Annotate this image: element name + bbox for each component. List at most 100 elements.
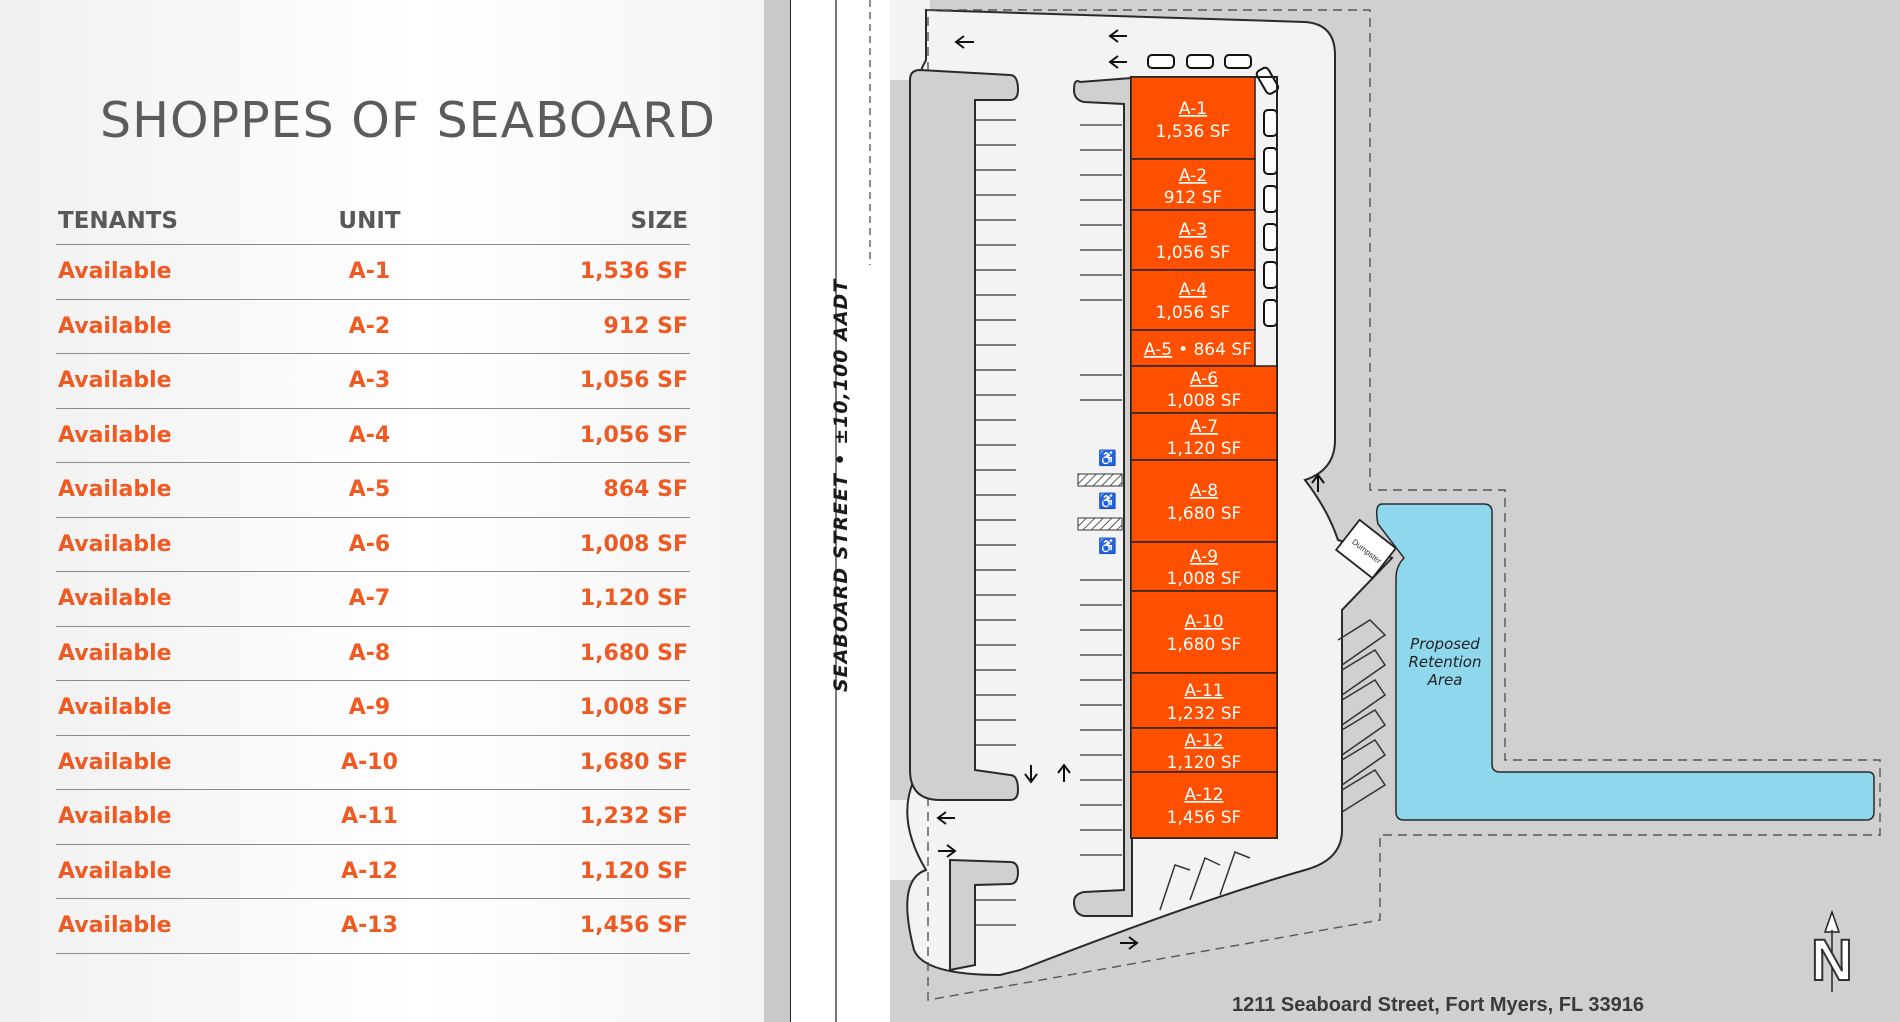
size-cell: 1,008 SF: [429, 517, 690, 572]
unit-number: A-1: [1179, 99, 1207, 119]
unit-number: A-5: [1144, 340, 1172, 360]
size-cell: 1,680 SF: [429, 735, 690, 790]
unit-size: 1,008 SF: [1167, 569, 1242, 589]
unit-number: A-7: [1190, 417, 1218, 437]
property-boundary: [927, 9, 1881, 1001]
unit-size: • 864 SF: [1178, 340, 1252, 360]
unit-cell: A-2: [310, 299, 429, 354]
size-cell: 1,232 SF: [429, 789, 690, 845]
page-title: SHOPPES OF SEABOARD: [100, 92, 716, 149]
size-cell: 864 SF: [429, 462, 690, 518]
size-cell: 1,680 SF: [429, 626, 690, 681]
tenant-cell: Available: [56, 735, 310, 790]
tenant-panel: SHOPPES OF SEABOARD TENANTS UNIT SIZE Av…: [0, 0, 764, 1022]
diagonal-stalls-south: [1159, 851, 1251, 911]
size-cell: 1,056 SF: [429, 353, 690, 409]
tenant-cell: Available: [56, 680, 310, 736]
tenant-cell: Available: [56, 353, 310, 409]
unit-a9: A-91,008 SF: [1130, 541, 1278, 592]
west-parking-stalls: [976, 119, 1016, 926]
table-row: Available A-9 1,008 SF: [56, 680, 690, 736]
accessible-parking-icon: ♿: [1098, 492, 1117, 510]
tenant-cell: Available: [56, 244, 310, 300]
header-unit: UNIT: [310, 198, 429, 245]
unit-number: A-12: [1184, 731, 1223, 751]
header-tenants: TENANTS: [56, 198, 310, 245]
unit-cell: A-11: [310, 789, 429, 845]
unit-number: A-8: [1190, 481, 1218, 501]
unit-cell: A-7: [310, 571, 429, 627]
unit-number: A-10: [1184, 612, 1223, 632]
tenant-cell: Available: [56, 844, 310, 899]
table-row: Available A-1 1,536 SF: [56, 244, 690, 300]
unit-cell: A-4: [310, 408, 429, 463]
accessible-parking-icon: ♿: [1098, 449, 1117, 467]
tenant-cell: Available: [56, 517, 310, 572]
parked-cars-east: [1255, 66, 1280, 327]
southwest-parking-island: [949, 858, 1020, 972]
north-arrow-icon: N: [1810, 909, 1854, 994]
unit-number: A-6: [1190, 369, 1218, 389]
table-row: Available A-7 1,120 SF: [56, 571, 690, 627]
table-row: Available A-8 1,680 SF: [56, 626, 690, 681]
unit-a11: A-11 1,232 SF: [1130, 672, 1278, 729]
east-parking-stalls: [1080, 124, 1122, 856]
unit-a3: A-3 1,056 SF: [1130, 209, 1256, 271]
diagonal-stalls-east: [1337, 619, 1387, 813]
unit-size: 1,680 SF: [1167, 504, 1242, 524]
size-cell: 912 SF: [429, 299, 690, 354]
west-parking-island: [909, 68, 1020, 801]
unit-size: 912 SF: [1164, 188, 1222, 208]
traffic-arrows: [936, 29, 1325, 950]
accessible-aisle: [1077, 517, 1123, 531]
unit-cell: A-13: [310, 898, 429, 954]
unit-a1: A-1 1,536 SF: [1130, 76, 1256, 160]
tenant-cell: Available: [56, 408, 310, 463]
dumpster-enclosure: Dumpster: [1334, 518, 1398, 580]
tenant-cell: Available: [56, 299, 310, 354]
unit-size: 1,008 SF: [1167, 391, 1242, 411]
retention-label-line2: Retention: [1408, 653, 1481, 671]
size-cell: 1,008 SF: [429, 680, 690, 736]
unit-a12: A-121,120 SF: [1130, 727, 1278, 773]
panel-divider: [764, 0, 790, 1022]
unit-a4: A-4 1,056 SF: [1130, 269, 1256, 331]
unit-a7: A-71,120 SF: [1130, 412, 1278, 461]
unit-cell: A-6: [310, 517, 429, 572]
unit-size: 1,456 SF: [1167, 808, 1242, 828]
street-label: SEABOARD STREET • ±10,100 AADT: [830, 278, 852, 692]
tenant-table: TENANTS UNIT SIZE Available A-1 1,536 SF A…: [56, 198, 690, 954]
unit-cell: A-3: [310, 353, 429, 409]
retention-label-line3: Area: [1427, 671, 1463, 689]
unit-number: A-9: [1190, 547, 1218, 567]
unit-a6: A-61,008 SF: [1130, 365, 1278, 414]
tenant-cell: Available: [56, 571, 310, 627]
size-cell: 1,056 SF: [429, 408, 690, 463]
table-header-row: TENANTS UNIT SIZE: [56, 198, 690, 245]
parked-cars-north: [1147, 54, 1252, 69]
unit-a8: A-8 1,680 SF: [1130, 459, 1278, 543]
accessible-aisle: [1077, 473, 1123, 487]
unit-cell: A-10: [310, 735, 429, 790]
table-row: Available A-13 1,456 SF: [56, 898, 690, 954]
table-row: Available A-10 1,680 SF: [56, 735, 690, 790]
unit-size: 1,680 SF: [1167, 635, 1242, 655]
center-parking-strip: [1072, 76, 1133, 917]
unit-a13: A-12 1,456 SF: [1130, 771, 1278, 839]
table-row: Available A-11 1,232 SF: [56, 789, 690, 845]
table-row: Available A-5 864 SF: [56, 462, 690, 518]
table-row: Available A-6 1,008 SF: [56, 517, 690, 572]
unit-number: A-3: [1179, 220, 1207, 240]
size-cell: 1,456 SF: [429, 898, 690, 954]
retention-area: [1375, 503, 1875, 821]
accessible-parking-icon: ♿: [1098, 537, 1117, 555]
table-row: Available A-12 1,120 SF: [56, 844, 690, 899]
unit-number: A-11: [1184, 681, 1223, 701]
retention-label-line1: Proposed: [1410, 635, 1480, 653]
unit-size: 1,232 SF: [1167, 704, 1242, 724]
header-size: SIZE: [429, 198, 690, 245]
unit-cell: A-1: [310, 244, 429, 300]
unit-size: 1,120 SF: [1167, 753, 1242, 773]
unit-a10: A-10 1,680 SF: [1130, 590, 1278, 674]
